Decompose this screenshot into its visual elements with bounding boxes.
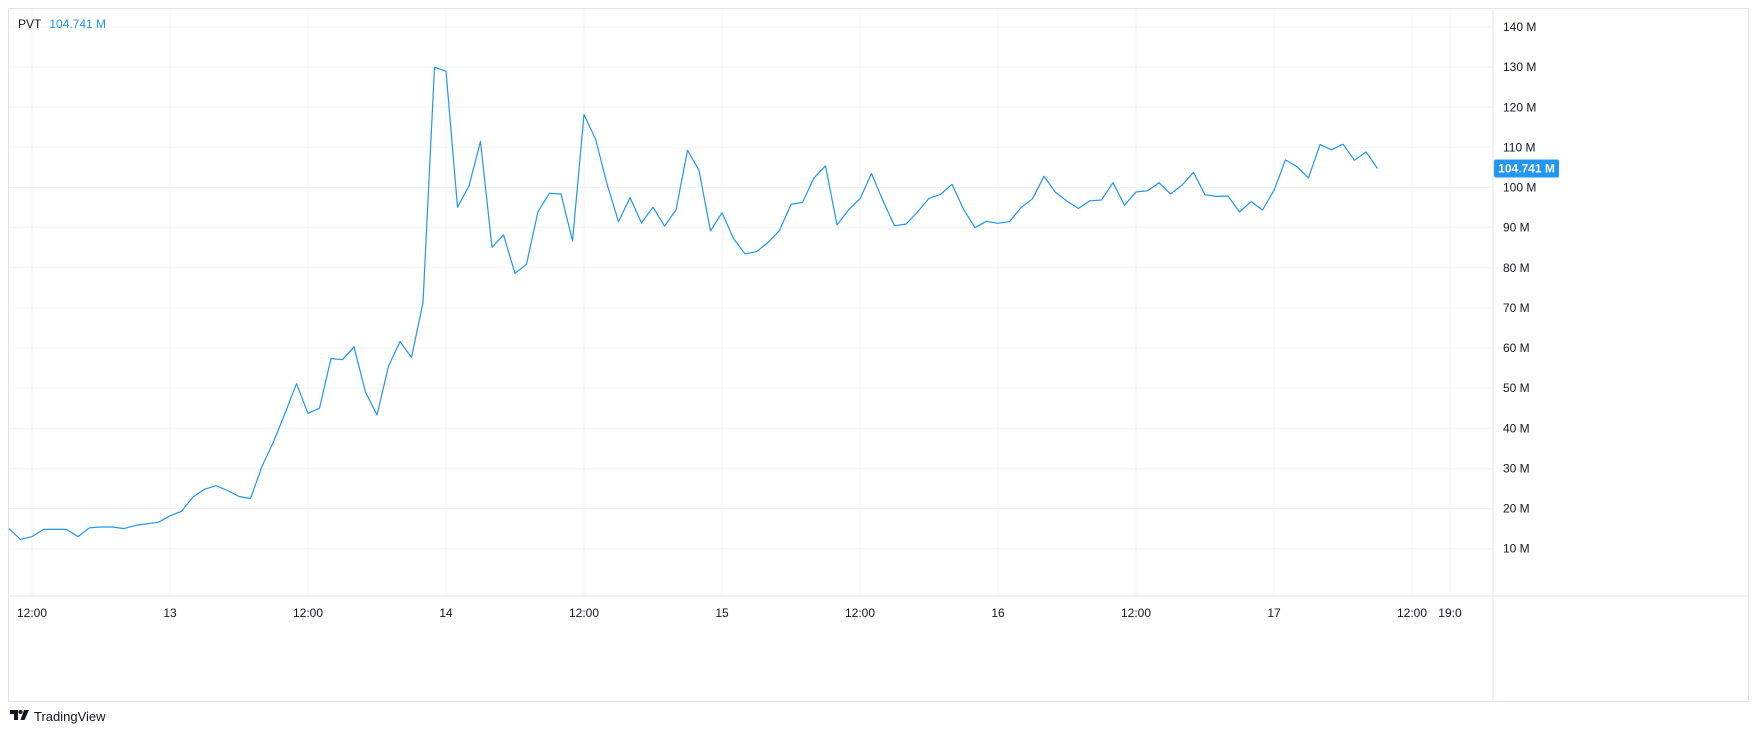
y-tick-label: 140 M (1503, 20, 1536, 34)
y-tick-label: 100 M (1503, 181, 1536, 195)
x-axis[interactable]: 12:00 13 12:00 14 12:00 15 12:00 16 12:00 17 12:00… (17, 606, 1462, 620)
x-tick-label: 15 (715, 606, 729, 620)
grid-lines (9, 9, 1748, 700)
x-tick-label: 13 (163, 606, 177, 620)
y-tick-label: 40 M (1503, 421, 1530, 435)
y-tick-label: 50 M (1503, 381, 1530, 395)
x-tick-label: 17 (1267, 606, 1281, 620)
x-tick-label: 12:00 (569, 606, 599, 620)
tradingview-logo[interactable]: TradingView (10, 709, 106, 724)
x-tick-label: 16 (991, 606, 1005, 620)
x-tick-label: 12:00 (293, 606, 323, 620)
indicator-value: 104.741 M (49, 17, 107, 31)
last-value-badge (1494, 159, 1559, 178)
x-tick-label: 12:00 (17, 606, 47, 620)
tradingview-logo-icon (10, 709, 30, 724)
y-tick-label: 30 M (1503, 461, 1530, 475)
y-tick-label: 20 M (1503, 502, 1530, 516)
y-tick-label: 110 M (1503, 140, 1535, 154)
last-value-marker: 104.741 M (1494, 159, 1559, 178)
y-tick-label: 10 M (1503, 542, 1530, 556)
last-value-label: 104.741 M (1498, 162, 1555, 176)
y-tick-label: 70 M (1503, 301, 1530, 315)
chart-frame (8, 8, 1749, 702)
x-tick-label: 12:00 (845, 606, 875, 620)
x-tick-label: 12:00 (1121, 606, 1151, 620)
y-tick-label: 130 M (1503, 60, 1536, 74)
indicator-legend[interactable]: PVT 104.741 M (18, 17, 106, 31)
indicator-name: PVT (18, 17, 42, 31)
brand-name: TradingView (34, 709, 106, 724)
series-layer (8, 66, 1378, 541)
pvt-line (8, 66, 1378, 541)
x-tick-label: 12:00 (1397, 606, 1427, 620)
y-tick-label: 60 M (1503, 341, 1530, 355)
y-tick-label: 80 M (1503, 261, 1530, 275)
y-tick-label: 90 M (1503, 221, 1530, 235)
x-tick-label: 19:0 (1438, 606, 1462, 620)
y-axis[interactable]: 10 M 20 M 30 M 40 M 50 M 60 M 70 M 80 M 90 M 100 … (1503, 20, 1536, 556)
x-tick-label: 14 (439, 606, 453, 620)
y-tick-label: 120 M (1503, 100, 1536, 114)
